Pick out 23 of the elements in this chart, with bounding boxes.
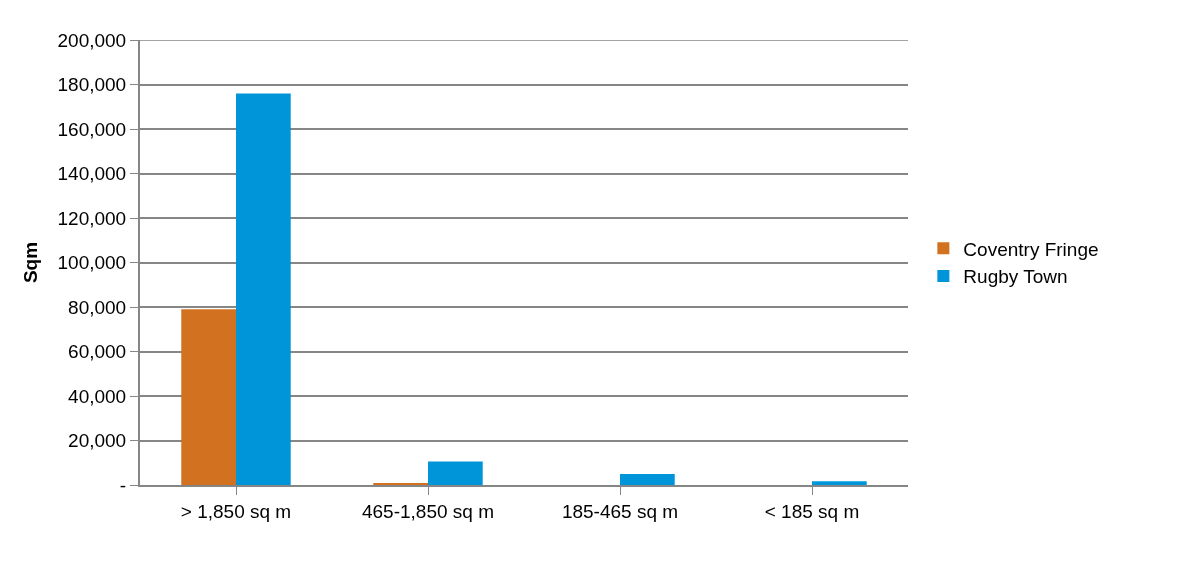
x-tick-label: > 1,850 sq m	[180, 500, 292, 522]
x-tick-label: < 185 sq m	[764, 500, 860, 522]
y-tick-label: 200,000	[57, 29, 127, 51]
bar	[620, 473, 675, 485]
y-tick-label: 180,000	[57, 74, 127, 96]
legend-label: Coventry Fringe	[963, 238, 1099, 260]
y-tick-label: -	[119, 474, 127, 496]
y-tick-label: 20,000	[68, 430, 127, 452]
y-tick-label: 140,000	[57, 163, 127, 185]
y-axis-title: Sqm	[19, 241, 41, 284]
y-tick-label: 60,000	[68, 341, 127, 363]
bar	[181, 309, 236, 485]
y-tick-label: 80,000	[68, 296, 127, 318]
x-tick-label: 185-465 sq m	[561, 500, 679, 522]
legend-label: Rugby Town	[963, 266, 1068, 288]
x-tick-label: 465-1,850 sq m	[361, 500, 495, 522]
bar	[236, 93, 291, 485]
y-tick-label: 160,000	[57, 118, 127, 140]
y-tick-label: 100,000	[57, 252, 127, 274]
y-tick-label: 120,000	[57, 207, 127, 229]
bar	[428, 461, 483, 485]
y-tick-label: 40,000	[68, 385, 127, 407]
bar	[812, 481, 867, 485]
